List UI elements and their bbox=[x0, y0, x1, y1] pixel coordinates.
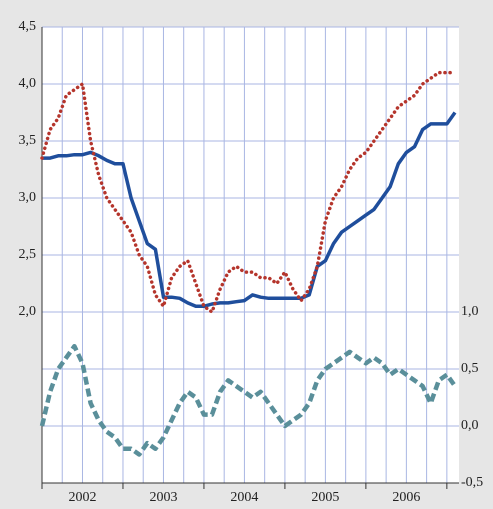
y-tick-label: 2,0 bbox=[19, 304, 37, 319]
series-line bbox=[39, 343, 457, 457]
y2-tick-label: 0,0 bbox=[461, 418, 479, 433]
y-tick-label: 4,0 bbox=[19, 76, 37, 91]
y-tick-label: 3,0 bbox=[19, 190, 37, 205]
x-tick-label: 2005 bbox=[311, 490, 339, 505]
series-line bbox=[42, 111, 457, 309]
y2-tick-label: 0,5 bbox=[461, 361, 479, 376]
y2-tick-label: 1,0 bbox=[461, 304, 479, 319]
y-tick-label: 3,5 bbox=[19, 133, 37, 148]
x-tick-label: 2003 bbox=[149, 490, 177, 505]
series-line bbox=[40, 70, 457, 314]
x-tick-label: 2006 bbox=[392, 490, 420, 505]
y-tick-label: 2,5 bbox=[19, 247, 37, 262]
x-tick-label: 2004 bbox=[230, 490, 258, 505]
x-tick-label: 2002 bbox=[68, 490, 96, 505]
y-tick-label: 4,5 bbox=[19, 19, 37, 34]
y2-tick-label: -0,5 bbox=[461, 475, 483, 490]
